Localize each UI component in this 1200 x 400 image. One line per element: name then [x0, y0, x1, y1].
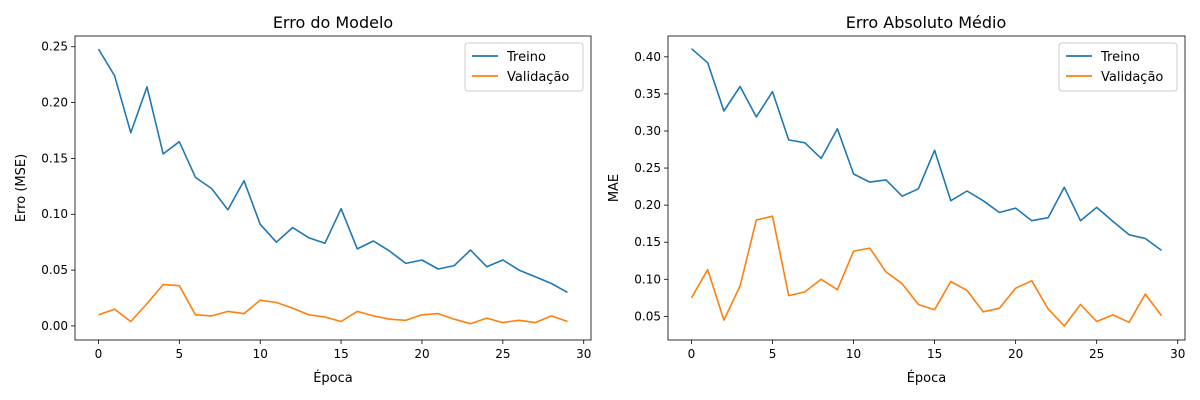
series-line-validacao — [690, 215, 1163, 327]
x-tick-label: 0 — [95, 347, 103, 361]
x-tick-label: 5 — [176, 347, 184, 361]
y-tick-label: 0.00 — [41, 319, 68, 333]
x-tick-label: 15 — [927, 347, 942, 361]
x-tick-label: 30 — [1170, 347, 1185, 361]
series-line-validacao — [98, 283, 568, 325]
y-tick-label: 0.15 — [41, 151, 68, 165]
y-tick-label: 0.30 — [634, 124, 661, 138]
axes-frame — [667, 35, 1186, 341]
y-axis-label: Erro (MSE) — [14, 154, 29, 222]
y-tick-label: 0.05 — [41, 263, 68, 277]
chart-2: Erro Absoluto Médio Época MAE 0 5 10 15 20 25 30 0… — [607, 13, 1186, 386]
x-tick-label: 20 — [414, 347, 429, 361]
x-tick-label: 5 — [769, 347, 777, 361]
y-tick-label: 0.35 — [634, 87, 661, 101]
y-tick-label: 0.10 — [634, 272, 661, 286]
y-tick-label: 0.25 — [634, 161, 661, 175]
axes-frame — [74, 35, 592, 341]
x-axis-label: Época — [907, 370, 947, 386]
y-tick-label: 0.20 — [41, 96, 68, 110]
legend: Treino Validação — [1058, 42, 1178, 92]
chart-1: Erro do Modelo Época Erro (MSE) 0 5 10 15 20 25 3… — [14, 13, 592, 386]
legend-box — [1058, 42, 1178, 92]
x-tick-label: 10 — [253, 347, 268, 361]
y-tick-label: 0.25 — [41, 40, 68, 54]
x-tick-label: 20 — [1008, 347, 1023, 361]
x-tick-label: 0 — [688, 347, 696, 361]
legend: Treino Validação — [464, 42, 584, 92]
series-line-treino — [97, 48, 568, 294]
y-tick-label: 0.05 — [634, 309, 661, 323]
chart-title: Erro Absoluto Médio — [846, 13, 1007, 32]
legend-label: Validação — [507, 70, 569, 85]
y-tick-label: 0.15 — [634, 235, 661, 249]
x-tick-label: 25 — [1089, 347, 1104, 361]
x-tick-label: 15 — [333, 347, 348, 361]
series-line-treino — [690, 48, 1162, 252]
y-tick-label: 0.20 — [634, 198, 661, 212]
legend-box — [464, 42, 584, 92]
x-tick-label: 10 — [846, 347, 861, 361]
legend-label: Treino — [1100, 50, 1140, 65]
x-axis-label: Época — [313, 370, 353, 386]
x-tick-label: 25 — [495, 347, 510, 361]
y-tick-label: 0.10 — [41, 207, 68, 221]
chart-title: Erro do Modelo — [273, 13, 393, 32]
legend-label: Validação — [1101, 70, 1163, 85]
y-tick-label: 0.40 — [634, 50, 661, 64]
legend-label: Treino — [506, 50, 546, 65]
y-axis-label: MAE — [607, 174, 622, 202]
x-tick-label: 30 — [576, 347, 591, 361]
